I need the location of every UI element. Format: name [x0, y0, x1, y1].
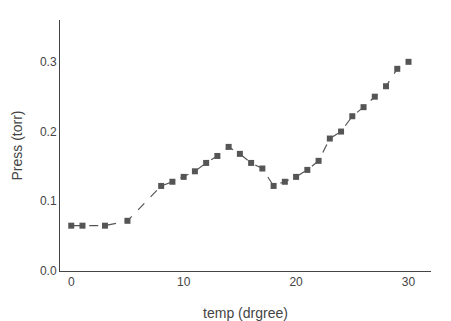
- svg-text:0.2: 0.2: [40, 125, 57, 139]
- svg-text:10: 10: [177, 275, 191, 289]
- svg-text:0.3: 0.3: [40, 55, 57, 69]
- svg-text:temp (drgree): temp (drgree): [203, 305, 288, 321]
- svg-text:30: 30: [402, 275, 416, 289]
- svg-text:20: 20: [289, 275, 303, 289]
- svg-text:0: 0: [68, 275, 75, 289]
- svg-text:Press (torr): Press (torr): [9, 111, 25, 181]
- svg-text:0.1: 0.1: [40, 194, 57, 208]
- svg-text:0.0: 0.0: [40, 264, 57, 278]
